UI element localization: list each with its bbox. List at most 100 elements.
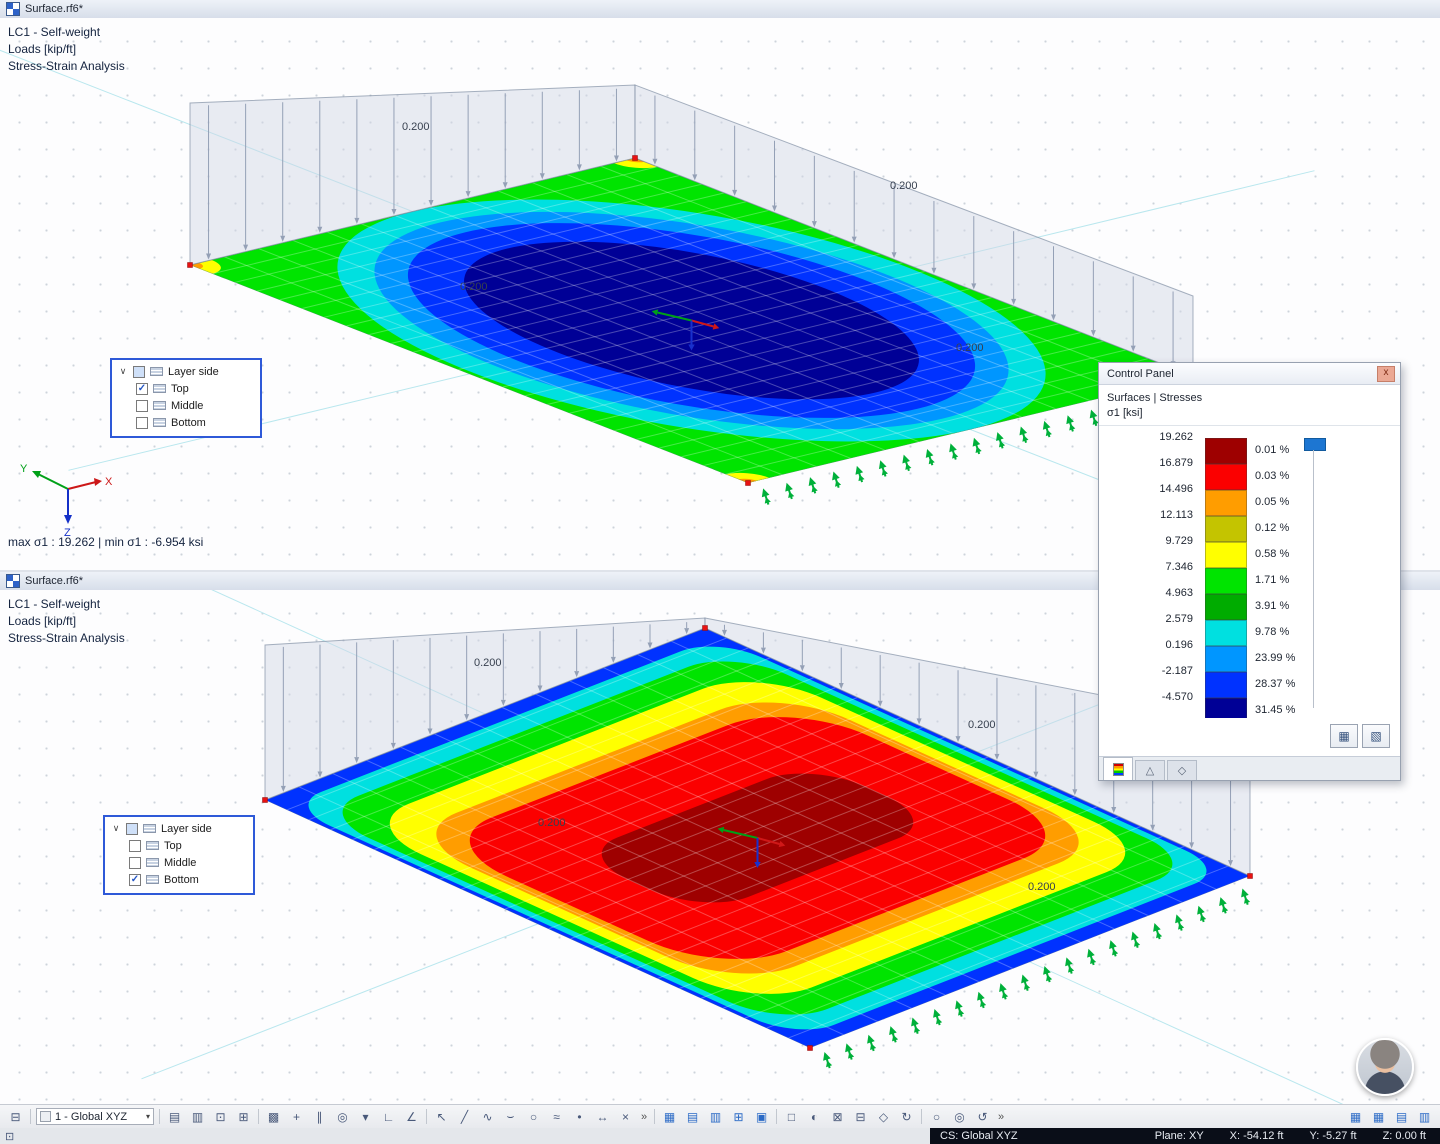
layers-icon bbox=[153, 384, 166, 393]
layer-item-top[interactable]: Top bbox=[111, 837, 247, 854]
layer-side-checkbox[interactable] bbox=[133, 365, 145, 378]
ortho-snap-icon[interactable]: ∟ bbox=[382, 1109, 395, 1124]
tab-color-scale[interactable] bbox=[1103, 757, 1133, 780]
arc-tool-icon[interactable]: ⌣ bbox=[506, 1109, 515, 1123]
object-snap-icon[interactable]: ◎ bbox=[337, 1109, 348, 1124]
add-table-icon[interactable]: ⊞ bbox=[733, 1109, 744, 1124]
tab-filter[interactable]: ◇ bbox=[1167, 760, 1197, 780]
checkbox[interactable] bbox=[129, 856, 141, 869]
export-graphic-icon[interactable]: ⊡ bbox=[215, 1109, 226, 1124]
panel-tables-3-icon[interactable]: ▤ bbox=[1395, 1109, 1408, 1124]
checkbox[interactable] bbox=[136, 399, 148, 412]
section-plane-icon[interactable]: ⊟ bbox=[855, 1109, 866, 1124]
node-marker[interactable] bbox=[262, 797, 268, 803]
message-center-icon[interactable]: ⊡ bbox=[5, 1130, 15, 1143]
checkbox[interactable] bbox=[129, 839, 141, 852]
legend-scroll-thumb[interactable] bbox=[1304, 438, 1326, 451]
rotate-view-icon[interactable]: ↻ bbox=[901, 1109, 912, 1124]
quick-view-icon[interactable]: ⊞ bbox=[238, 1109, 249, 1124]
checkbox[interactable]: ✓ bbox=[136, 382, 148, 395]
layer-side-checkbox[interactable] bbox=[126, 822, 138, 835]
layer-panel-title: Layer side bbox=[168, 365, 219, 378]
show-grid-icon[interactable]: ▩ bbox=[267, 1109, 280, 1124]
more-drawing-tools[interactable]: » bbox=[640, 1110, 648, 1123]
dimension-tool-icon[interactable]: ↔ bbox=[596, 1109, 609, 1124]
guidelines-icon[interactable]: ∥ bbox=[316, 1109, 323, 1124]
polar-snap-icon[interactable]: ∠ bbox=[406, 1109, 417, 1124]
panel-tables-4-icon[interactable]: ▥ bbox=[1418, 1109, 1431, 1124]
line-tool-icon[interactable]: ╱ bbox=[460, 1109, 469, 1124]
node-marker[interactable] bbox=[702, 625, 708, 631]
spline-tool-icon[interactable]: ≈ bbox=[553, 1109, 560, 1124]
polyline-tool-icon[interactable]: ∿ bbox=[482, 1109, 493, 1124]
layer-side-panel[interactable]: ∨ Layer side Top Middle ✓ Bottom bbox=[103, 815, 255, 895]
load-value-label: 0.200 bbox=[402, 121, 430, 133]
orientation-axes[interactable]: Y X Z bbox=[10, 455, 114, 541]
isometric-view-icon[interactable]: ◇ bbox=[878, 1109, 889, 1124]
layer-item-top[interactable]: ✓ Top bbox=[118, 380, 254, 397]
chevron-down-icon[interactable]: ∨ bbox=[112, 823, 120, 833]
viewport-layout-icon[interactable]: ⊟ bbox=[10, 1109, 21, 1124]
checkbox[interactable] bbox=[136, 416, 148, 429]
chevron-down-icon[interactable]: ∨ bbox=[119, 366, 127, 376]
user-avatar[interactable] bbox=[1356, 1038, 1414, 1096]
control-panel-title-bar[interactable]: Control Panel x bbox=[1099, 363, 1400, 385]
snap-options-icon[interactable]: ▾ bbox=[362, 1109, 369, 1124]
layer-item-middle[interactable]: Middle bbox=[118, 397, 254, 414]
node-marker[interactable] bbox=[1247, 873, 1253, 879]
panel-tables-1-icon[interactable]: ▦ bbox=[1349, 1109, 1362, 1124]
previous-view-icon[interactable]: ↺ bbox=[977, 1109, 988, 1124]
shaded-display-icon[interactable]: ◐ bbox=[810, 1109, 819, 1124]
load-value-label: 0.200 bbox=[890, 180, 918, 192]
chevron-down-icon[interactable]: ▾ bbox=[145, 1112, 150, 1121]
node-marker[interactable] bbox=[632, 155, 638, 161]
more-view-tools[interactable]: » bbox=[997, 1110, 1005, 1123]
toolbar-separator bbox=[258, 1109, 259, 1124]
layer-item-middle[interactable]: Middle bbox=[111, 854, 247, 871]
legend-color-swatch bbox=[1205, 698, 1247, 718]
close-icon[interactable]: x bbox=[1377, 365, 1395, 382]
coordinate-system-combo[interactable]: 1 - Global XYZ ▾ bbox=[36, 1108, 154, 1125]
model-view-3d[interactable] bbox=[0, 18, 1440, 570]
scale-options-button[interactable]: ▦ bbox=[1330, 724, 1358, 748]
graphic-printout-icon[interactable]: ▥ bbox=[191, 1109, 204, 1124]
model-axes bbox=[717, 826, 786, 868]
layers-icon bbox=[143, 824, 156, 833]
node-marker[interactable] bbox=[745, 480, 751, 486]
select-tool-icon[interactable]: ↖ bbox=[436, 1109, 447, 1124]
viewport-canvas[interactable]: LC1 - Self-weight Loads [kip/ft] Stress-… bbox=[0, 590, 1440, 1104]
control-panel[interactable]: Control Panel x Surfaces | Stresses σ1 [… bbox=[1098, 362, 1401, 781]
tab-factors[interactable]: △ bbox=[1135, 760, 1165, 780]
surface-plate[interactable] bbox=[265, 628, 1250, 1048]
panel-tables-2-icon[interactable]: ▦ bbox=[1372, 1109, 1385, 1124]
circle-tool-icon[interactable]: ○ bbox=[529, 1109, 538, 1124]
edit-scale-button[interactable]: ▧ bbox=[1362, 724, 1390, 748]
zoom-extents-icon[interactable]: ○ bbox=[932, 1109, 941, 1124]
results-tables-icon[interactable]: ▤ bbox=[686, 1109, 699, 1124]
clipping-box-icon[interactable]: ⊠ bbox=[832, 1109, 843, 1124]
snap-to-grid-icon[interactable]: + bbox=[292, 1109, 300, 1124]
node-tool-icon[interactable]: • bbox=[577, 1109, 582, 1124]
surface-plate[interactable] bbox=[122, 136, 1261, 504]
delete-tool-icon[interactable]: × bbox=[621, 1109, 629, 1124]
zoom-window-icon[interactable]: ◎ bbox=[954, 1109, 965, 1124]
layer-panel-title: Layer side bbox=[161, 822, 212, 835]
layer-side-panel[interactable]: ∨ Layer side ✓ Top Middle Bottom bbox=[110, 358, 262, 438]
viewport-canvas[interactable]: LC1 - Self-weight Loads [kip/ft] Stress-… bbox=[0, 18, 1440, 570]
load-value-label: 0.200 bbox=[968, 719, 996, 731]
wireframe-display-icon[interactable]: □ bbox=[787, 1109, 796, 1124]
table-settings-icon[interactable]: ▣ bbox=[755, 1109, 768, 1124]
printout-report-icon[interactable]: ▤ bbox=[168, 1109, 181, 1124]
spreadsheet-icon[interactable]: ▥ bbox=[709, 1109, 722, 1124]
checkbox[interactable]: ✓ bbox=[129, 873, 141, 886]
layer-item-bottom[interactable]: Bottom bbox=[118, 414, 254, 431]
layer-item-bottom[interactable]: ✓ Bottom bbox=[111, 871, 247, 888]
node-marker[interactable] bbox=[807, 1045, 813, 1051]
load-value-label: 0.200 bbox=[956, 342, 984, 354]
data-tables-icon[interactable]: ▦ bbox=[663, 1109, 676, 1124]
legend-scroll-track[interactable] bbox=[1313, 450, 1314, 708]
viewport-title-bar[interactable]: Surface.rf6* bbox=[0, 0, 1440, 19]
node-marker[interactable] bbox=[187, 262, 193, 268]
legend-value: 7.346 bbox=[1165, 561, 1193, 573]
model-view-3d[interactable] bbox=[0, 590, 1440, 1104]
